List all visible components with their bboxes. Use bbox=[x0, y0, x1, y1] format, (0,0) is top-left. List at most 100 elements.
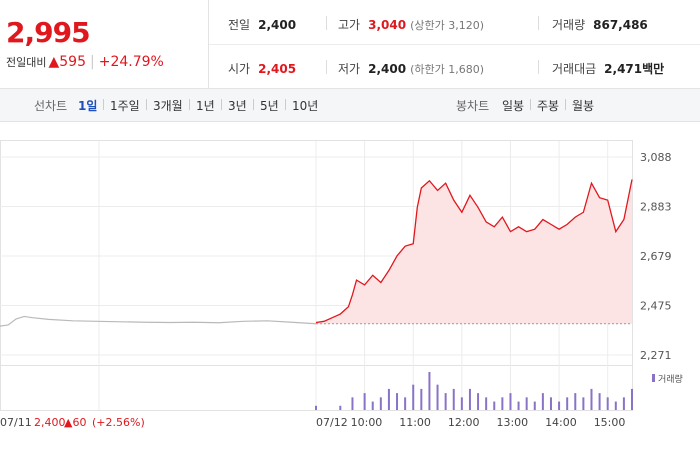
volume-bar bbox=[436, 384, 439, 410]
prev-day-line bbox=[0, 315, 317, 327]
volume-bar bbox=[493, 401, 496, 410]
volume-legend-swatch bbox=[652, 374, 655, 382]
volume-bar bbox=[631, 388, 633, 410]
candle-chart-label: 봉차트 bbox=[456, 99, 490, 113]
tab-monthly-candle[interactable]: 월봉 bbox=[572, 99, 595, 113]
tab-1w[interactable]: 1주일 bbox=[110, 99, 140, 113]
divider bbox=[221, 99, 222, 110]
stat-prev-close: 전일 2,400 bbox=[228, 18, 297, 32]
y-tick-label: 2,883 bbox=[640, 201, 672, 214]
tab-weekly-candle[interactable]: 주봉 bbox=[537, 99, 560, 113]
x-tick-label: 07/12 bbox=[316, 416, 348, 429]
volume-bar bbox=[452, 388, 455, 410]
x-tick-label: 12:00 bbox=[448, 416, 480, 429]
volume-bar bbox=[517, 401, 520, 410]
y-tick-label: 2,679 bbox=[640, 250, 672, 263]
tab-3y[interactable]: 3년 bbox=[228, 99, 247, 113]
divider bbox=[538, 60, 539, 74]
divider bbox=[530, 99, 531, 110]
divider bbox=[253, 99, 254, 110]
line-chart-label: 선차트 bbox=[34, 99, 68, 113]
divider bbox=[565, 99, 566, 110]
divider bbox=[326, 16, 327, 30]
volume-bar bbox=[501, 397, 504, 410]
tab-5y[interactable]: 5년 bbox=[260, 99, 279, 113]
x-tick-label: 11:00 bbox=[399, 416, 431, 429]
up-arrow-icon: ▲ bbox=[48, 54, 60, 70]
volume-bar bbox=[371, 401, 374, 410]
change-value: 595 bbox=[59, 54, 86, 70]
divider bbox=[189, 99, 190, 110]
change-label: 전일대비 bbox=[6, 56, 47, 69]
prev-day-date: 07/11 bbox=[0, 416, 32, 429]
divider bbox=[326, 60, 327, 74]
volume-bar bbox=[428, 372, 431, 410]
y-tick-label: 2,475 bbox=[640, 300, 672, 313]
volume-bar bbox=[460, 397, 463, 410]
volume-bar bbox=[558, 401, 561, 410]
tab-10y[interactable]: 10년 bbox=[292, 99, 319, 113]
volume-bar bbox=[533, 401, 536, 410]
chart-period-tabs: 선차트 1일 1주일 3개월 1년 3년 5년 10년 봉차트 일봉 주봉 월봉 bbox=[0, 89, 700, 122]
volume-bar bbox=[387, 388, 390, 410]
volume-bar bbox=[444, 393, 447, 410]
divider: | bbox=[90, 54, 95, 70]
volume-bar bbox=[549, 397, 552, 410]
tab-3m[interactable]: 3개월 bbox=[153, 99, 183, 113]
stat-open: 시가 2,405 bbox=[228, 62, 297, 76]
stat-trade-value: 거래대금 2,471백만 bbox=[552, 62, 665, 76]
volume-bar bbox=[420, 388, 423, 410]
volume-bar bbox=[339, 405, 342, 410]
x-tick-label: 15:00 bbox=[594, 416, 626, 429]
price-line bbox=[315, 179, 633, 324]
y-tick-label: 2,271 bbox=[640, 349, 672, 362]
volume-bar bbox=[468, 388, 471, 410]
x-tick-label: 14:00 bbox=[545, 416, 577, 429]
tab-daily-candle[interactable]: 일봉 bbox=[502, 99, 525, 113]
tab-1y[interactable]: 1년 bbox=[196, 99, 215, 113]
prev-day-close: 2,400 bbox=[34, 416, 66, 429]
volume-bar bbox=[485, 397, 488, 410]
volume-bar bbox=[509, 393, 512, 410]
volume-bar bbox=[404, 397, 407, 410]
volume-bar bbox=[606, 397, 609, 410]
volume-bar bbox=[315, 405, 317, 410]
volume-bar bbox=[477, 393, 480, 410]
volume-bar bbox=[598, 393, 601, 410]
divider bbox=[538, 16, 539, 30]
quote-header: 2,995 전일대비 ▲595 | +24.79% 전일 2,400 시가 2,405 고… bbox=[0, 0, 700, 89]
volume-bar bbox=[614, 401, 617, 410]
volume-bar bbox=[379, 397, 382, 410]
volume-bar bbox=[590, 388, 593, 410]
y-tick-label: 3,088 bbox=[640, 151, 672, 164]
volume-legend-label: 거래량 bbox=[658, 373, 683, 385]
divider bbox=[209, 44, 700, 45]
volume-bar bbox=[363, 393, 366, 410]
price-change: 전일대비 ▲595 | +24.79% bbox=[6, 54, 164, 70]
volume-bar bbox=[574, 393, 577, 410]
volume-bar bbox=[566, 397, 569, 410]
volume-bar bbox=[582, 397, 585, 410]
change-percent: +24.79% bbox=[98, 54, 164, 70]
volume-bar bbox=[351, 397, 354, 410]
volume-bar bbox=[396, 393, 399, 410]
price-area bbox=[316, 179, 632, 324]
price-summary: 2,995 전일대비 ▲595 | +24.79% bbox=[0, 0, 209, 88]
current-price: 2,995 bbox=[6, 16, 91, 49]
volume-bar bbox=[525, 397, 528, 410]
tab-1d[interactable]: 1일 bbox=[78, 99, 98, 113]
prev-day-change-pct: (+2.56%) bbox=[92, 416, 145, 429]
stat-high: 고가 3,040 (상한가 3,120) bbox=[338, 18, 484, 32]
volume-bar bbox=[541, 393, 544, 410]
x-tick-label: 13:00 bbox=[496, 416, 528, 429]
x-tick-label: 10:00 bbox=[351, 416, 383, 429]
stat-volume: 거래량 867,486 bbox=[552, 18, 648, 32]
volume-bar bbox=[412, 384, 415, 410]
volume-bar bbox=[622, 397, 625, 410]
divider bbox=[285, 99, 286, 110]
divider bbox=[146, 99, 147, 110]
stat-low: 저가 2,400 (하한가 1,680) bbox=[338, 62, 484, 76]
prev-day-change: ▲60 bbox=[64, 416, 86, 429]
divider bbox=[103, 99, 104, 110]
